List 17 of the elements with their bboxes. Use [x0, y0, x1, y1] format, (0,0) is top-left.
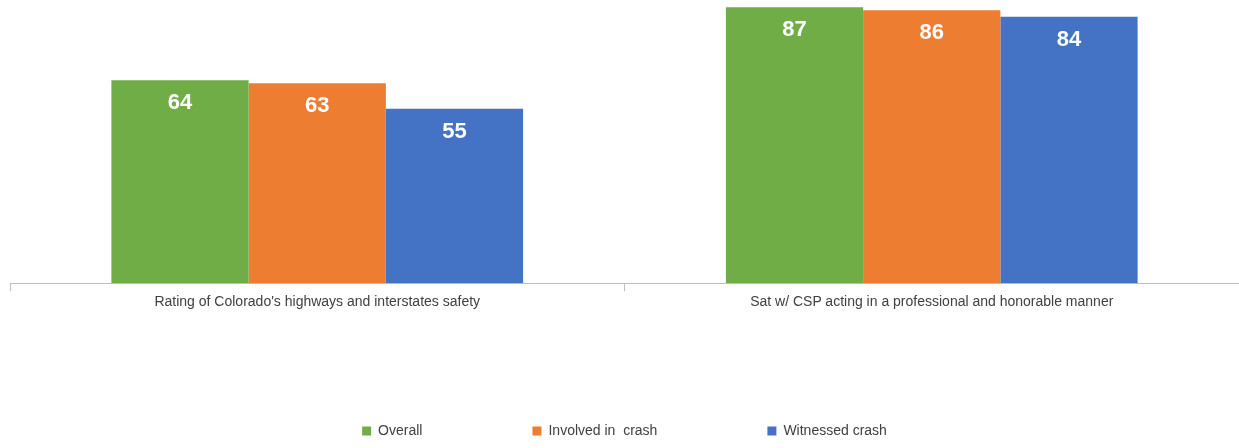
bar [725, 7, 864, 284]
data-label: 63 [305, 92, 330, 118]
data-label: 86 [919, 19, 944, 45]
data-label: 87 [782, 16, 807, 42]
bar [385, 108, 524, 284]
bar [248, 83, 386, 284]
x-tick-label: Sat w/ CSP acting in a professional and honorable manner [750, 293, 1114, 310]
data-label: 64 [167, 89, 193, 115]
bar [1000, 16, 1138, 284]
legend-label: Involved in crash [548, 421, 658, 438]
data-label: 84 [1056, 25, 1082, 51]
x-tick-label: Rating of Colorado's highways and interstates safety [154, 293, 481, 310]
legend-label: Overall [378, 421, 423, 438]
bar [863, 10, 1001, 284]
bar [111, 80, 249, 284]
legend-label: Witnessed crash [783, 421, 887, 438]
data-label: 55 [442, 117, 467, 143]
